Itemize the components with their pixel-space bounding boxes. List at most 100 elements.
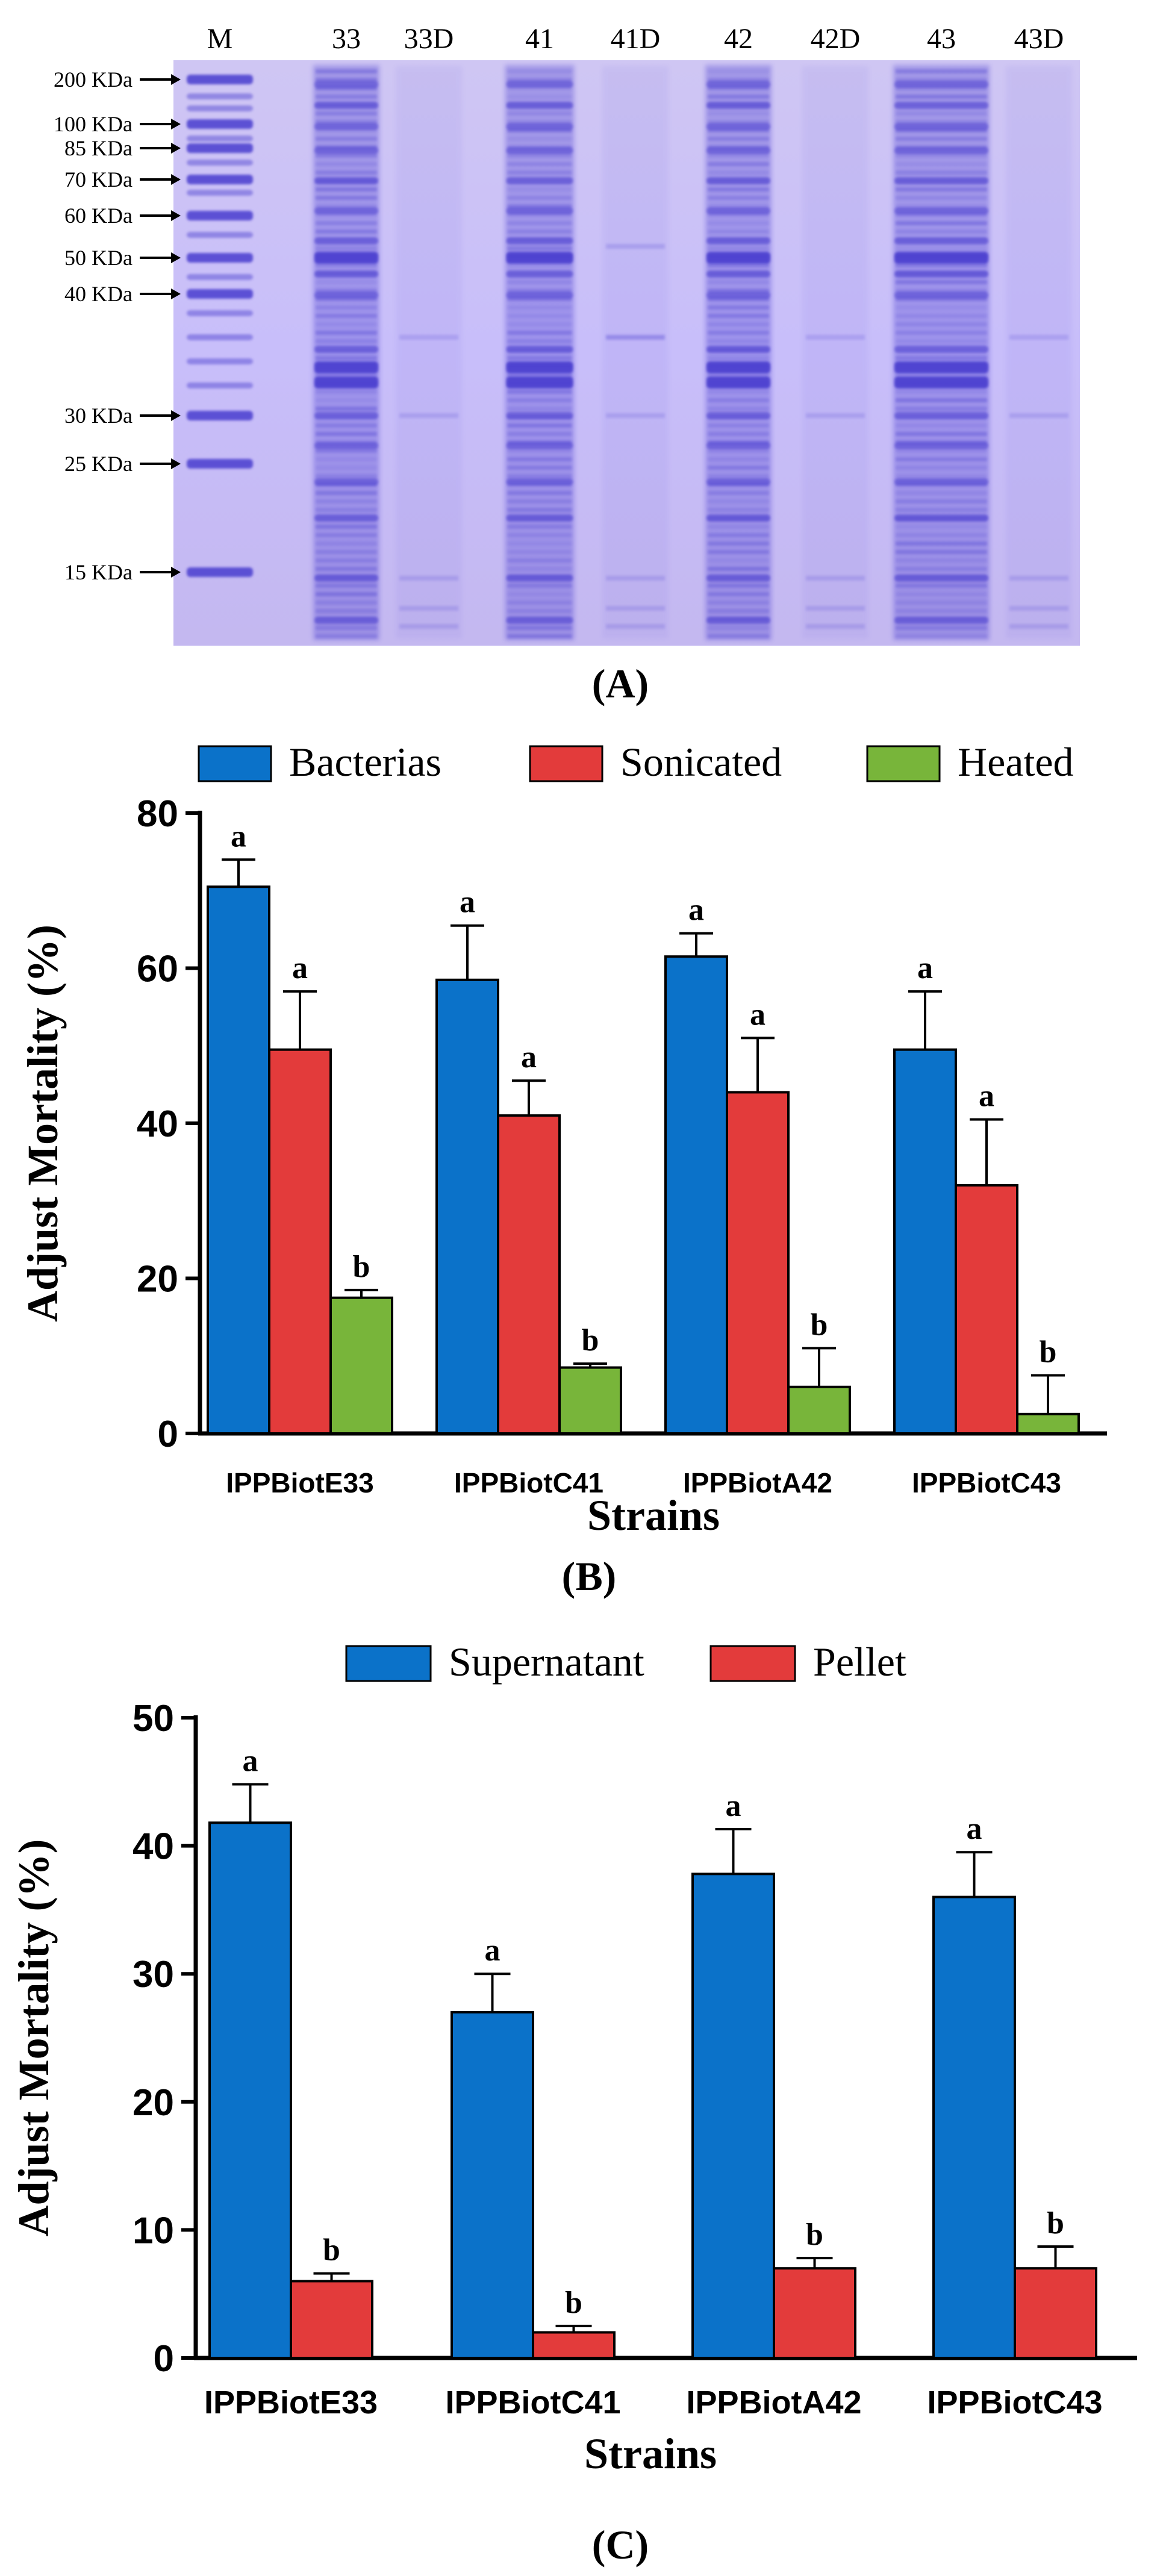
bar [932, 1895, 1016, 2359]
y-tick-label: 50 [133, 1698, 174, 1739]
marker-label-group: 70 KDa [64, 167, 181, 192]
bar [208, 1821, 292, 2360]
y-tick-label: 40 [137, 1103, 178, 1145]
marker-label-group: 50 KDa [64, 246, 181, 270]
significance-letter: a [967, 1812, 982, 1846]
significance-letter: a [726, 1789, 741, 1823]
marker-arrowhead [171, 119, 181, 129]
marker-arrowhead [171, 288, 181, 299]
marker-label: 30 KDa [64, 404, 133, 428]
x-axis-label: Strains [584, 2430, 717, 2478]
lane-label: 33 [332, 23, 361, 55]
gel-lane [602, 66, 669, 638]
significance-letter: b [565, 2286, 582, 2320]
gel-lane [705, 65, 772, 640]
lane-labels: M 33 33D 41 41D 42 42D 43 43D [207, 23, 1064, 55]
category-group: a a b IPPBiotC41 [435, 885, 622, 1499]
category-group: a a b IPPBiotE33 [207, 819, 393, 1499]
legend-swatch [866, 745, 941, 782]
marker-label: 60 KDa [64, 204, 133, 228]
lane-label: 33D [404, 23, 454, 55]
legend-label: Supernatant [449, 1639, 644, 1685]
bar [1014, 2267, 1097, 2359]
y-tick-label: 0 [158, 1414, 178, 1455]
y-axis-label: Adjust Mortality (%) [19, 925, 67, 1322]
panel-b-chart: Bacterias Sonicated Heated Adjust Mortality… [19, 739, 1107, 1539]
marker-label-group: 60 KDa [64, 204, 181, 228]
legend-swatch [345, 1645, 432, 1682]
significance-letter: b [811, 1308, 828, 1342]
marker-label-group: 40 KDa [64, 282, 181, 306]
marker-arrowhead [171, 567, 181, 578]
panel-b-caption: (B) [562, 1553, 617, 1599]
x-tick-label: IPPBiotA42 [683, 1467, 832, 1499]
y-tick-label: 0 [154, 2338, 174, 2380]
marker-label-group: 85 KDa [64, 136, 181, 160]
x-tick-label: IPPBiotA42 [686, 2384, 861, 2421]
x-tick-label: IPPBiotC43 [912, 1467, 1061, 1499]
lane-label: 41D [611, 23, 661, 55]
legend-swatch [529, 745, 603, 782]
marker-label-group: 30 KDa [64, 404, 181, 428]
significance-letter: a [460, 885, 475, 920]
lane-label: M [207, 23, 233, 55]
lane-label: 41 [525, 23, 554, 55]
legend: Supernatant Pellet [345, 1639, 906, 1685]
gel-lane [187, 75, 253, 577]
legend-label: Pellet [813, 1639, 906, 1685]
significance-letter: a [485, 1933, 500, 1968]
bar [893, 1048, 957, 1435]
x-tick-label: IPPBiotC43 [927, 2384, 1102, 2421]
y-tick-label: 80 [137, 793, 178, 835]
y-tick-label: 10 [133, 2210, 174, 2251]
significance-letter: b [323, 2233, 340, 2268]
y-axis-label: Adjust Mortality (%) [10, 1839, 58, 2237]
bar [664, 955, 728, 1435]
marker-label: 25 KDa [64, 452, 133, 476]
marker-label: 100 KDa [54, 112, 133, 136]
significance-letter: a [917, 951, 933, 985]
significance-letter: b [582, 1323, 599, 1358]
marker-label: 85 KDa [64, 136, 133, 160]
bar [787, 1385, 851, 1435]
category-group: a b IPPBiotC43 [927, 1812, 1102, 2421]
marker-label: 15 KDa [64, 560, 133, 584]
legend-label: Heated [958, 739, 1074, 785]
panel-c-caption: (C) [592, 2522, 649, 2568]
y-tick-label: 20 [137, 1259, 178, 1300]
marker-arrowhead [171, 174, 181, 185]
bar [290, 2280, 373, 2359]
gel-lane [505, 65, 575, 640]
lane-label: 42 [724, 23, 753, 55]
bar [268, 1048, 332, 1435]
marker-label-group: 200 KDa [54, 67, 181, 92]
x-axis-label: Strains [587, 1491, 720, 1539]
marker-label-group: 25 KDa [64, 452, 181, 476]
bar [726, 1091, 790, 1435]
marker-arrowhead [171, 74, 181, 85]
significance-letter: a [231, 819, 246, 853]
marker-label-group: 100 KDa [54, 112, 181, 136]
bar [955, 1184, 1018, 1435]
lane-label: 43D [1014, 23, 1064, 55]
significance-letter: b [353, 1250, 370, 1284]
marker-arrowhead [171, 143, 181, 154]
category-group: a a b IPPBiotC43 [893, 951, 1080, 1499]
marker-label: 50 KDa [64, 246, 133, 270]
significance-letter: a [521, 1040, 537, 1074]
category-group: a b IPPBiotC41 [445, 1933, 620, 2421]
x-tick-label: IPPBiotC41 [445, 2384, 620, 2421]
x-tick-label: IPPBiotE33 [226, 1467, 373, 1499]
lane-label: 43 [927, 23, 956, 55]
panel-a-caption: (A) [592, 661, 649, 706]
marker-label: 70 KDa [64, 167, 133, 192]
panel-c-chart: Supernatant Pellet Adjust Mortality (%) 0 10… [10, 1639, 1137, 2478]
bar [1016, 1412, 1080, 1435]
marker-arrowhead [171, 458, 181, 469]
significance-letter: b [1047, 2206, 1064, 2241]
bar [451, 2010, 534, 2359]
significance-letter: b [1040, 1335, 1057, 1369]
